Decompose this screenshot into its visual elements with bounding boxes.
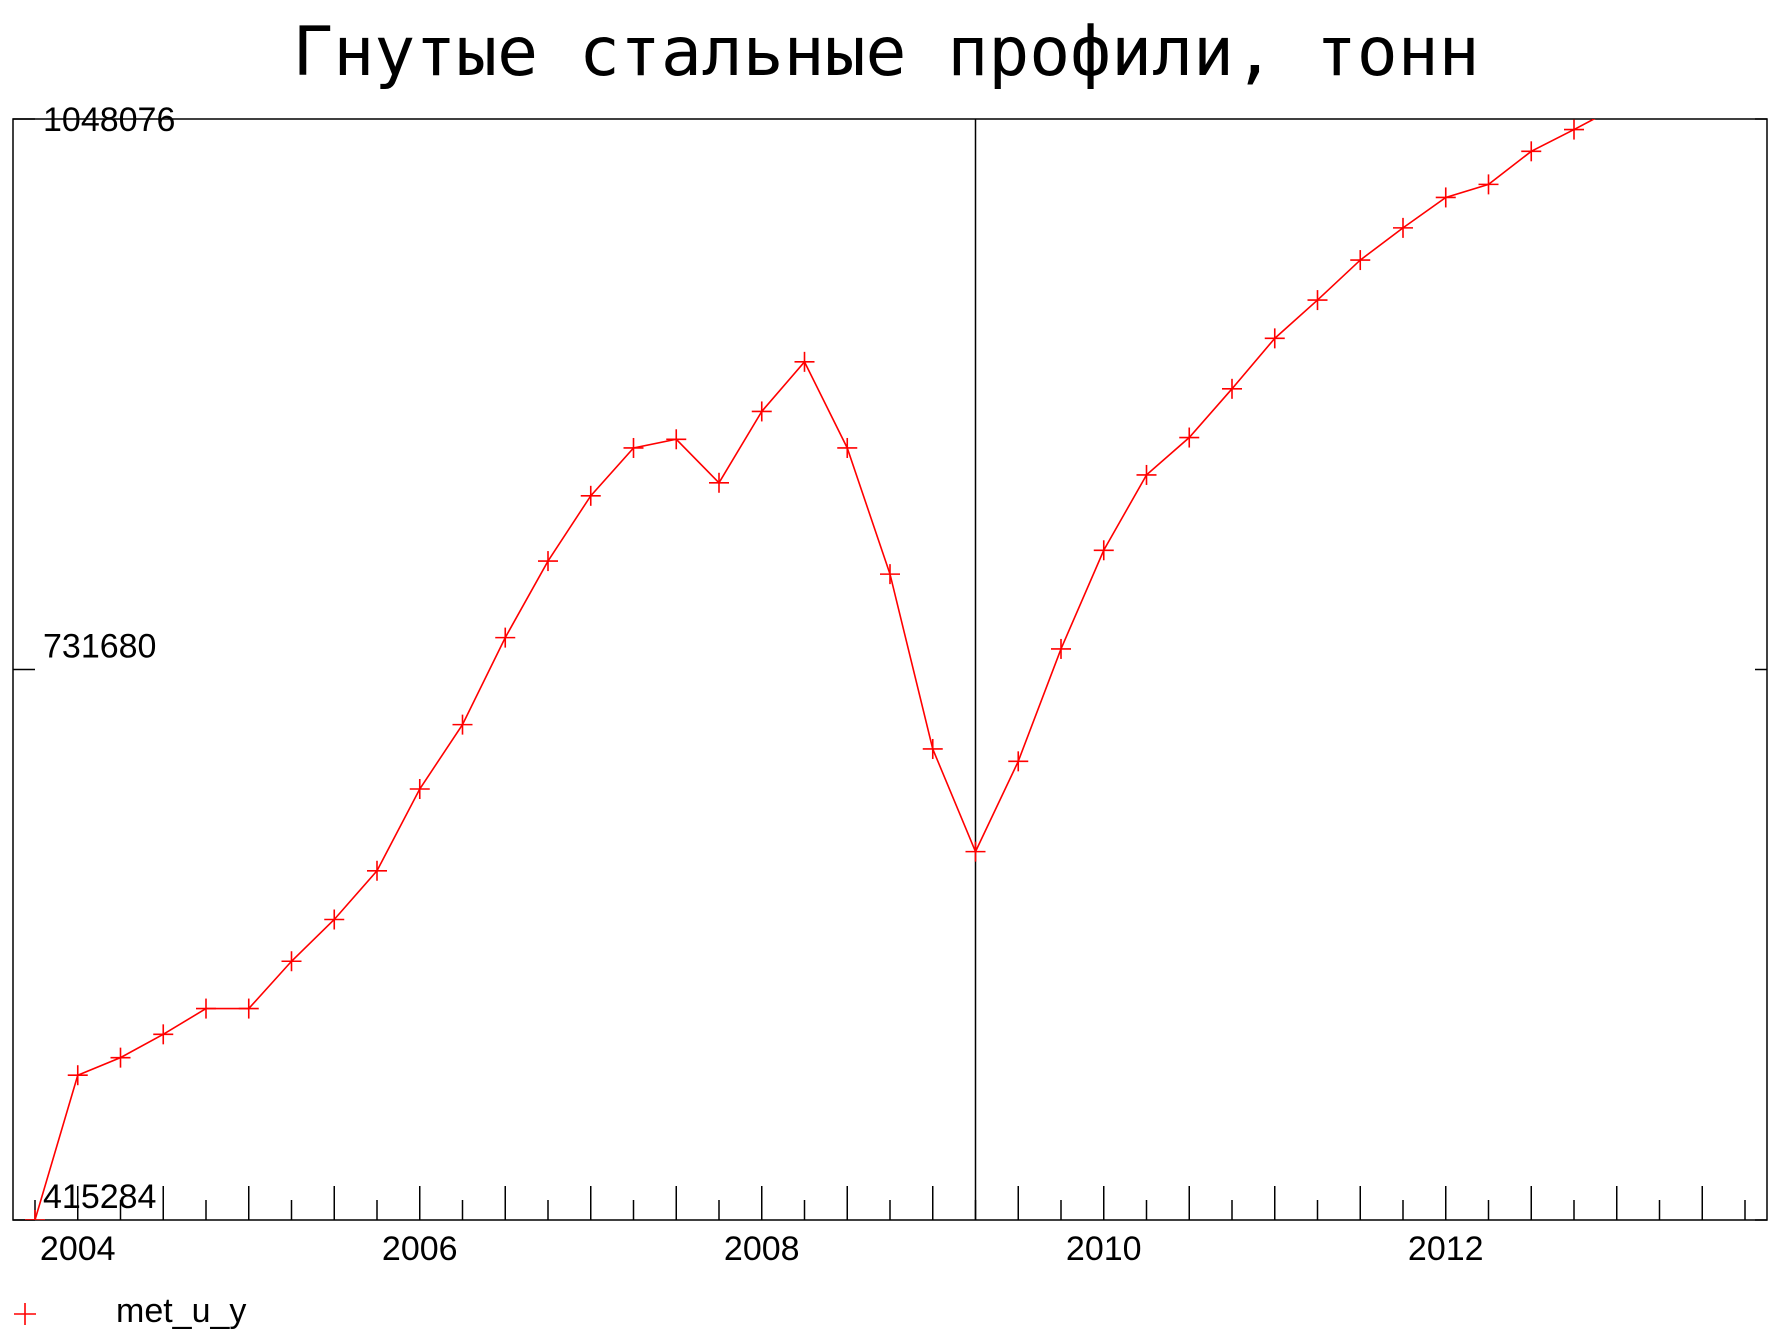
data-point-marker [1650, 69, 1670, 89]
x-tick-label: 2004 [40, 1230, 116, 1268]
series-line [34, 119, 1596, 1220]
data-point-marker [409, 778, 430, 799]
y-axis-ticks: 1048076 731680 415284 [13, 101, 1767, 1221]
x-tick-label: 2006 [382, 1230, 458, 1268]
legend-marker-plus-icon [14, 1303, 36, 1325]
data-point-marker [1564, 119, 1584, 140]
data-point-marker [580, 485, 601, 506]
data-point-marker [281, 951, 302, 972]
data-point-marker [1521, 141, 1542, 162]
data-point-marker [623, 437, 644, 458]
data-point-marker [709, 472, 729, 493]
x-tick-label: 2008 [724, 1230, 800, 1268]
data-point-marker [1179, 427, 1200, 448]
data-point-marker [1051, 638, 1071, 659]
data-point-marker [751, 401, 772, 422]
series-met_u_y [25, 43, 1712, 1220]
data-point-marker [837, 437, 858, 458]
y-tick-label: 731680 [43, 628, 156, 666]
data-point-marker [1307, 290, 1328, 311]
data-point-marker [452, 714, 473, 735]
data-point-marker [965, 841, 986, 862]
data-point-marker [495, 627, 516, 648]
y-tick-label: 415284 [43, 1178, 156, 1216]
data-point-marker [1008, 751, 1029, 772]
data-point-marker [367, 860, 387, 881]
data-point-marker [1393, 217, 1413, 238]
data-point-marker [1350, 250, 1371, 271]
data-point-marker [1692, 43, 1712, 63]
series-layer [25, 43, 1712, 1220]
data-point-marker [1435, 187, 1456, 208]
data-point-marker [238, 998, 259, 1019]
y-tick-label: 1048076 [43, 101, 175, 139]
data-point-marker [67, 1065, 88, 1086]
data-point-marker [1136, 464, 1157, 485]
data-point-marker [1222, 378, 1242, 399]
x-tick-label: 2012 [1408, 1230, 1484, 1268]
x-tick-label: 2010 [1066, 1230, 1142, 1268]
data-point-marker [538, 551, 558, 572]
data-point-marker [1607, 97, 1627, 117]
data-point-marker [794, 351, 815, 372]
data-point-marker [922, 738, 943, 759]
data-point-marker [666, 429, 687, 450]
chart-title: Гнутые стальные профили, тонн [292, 13, 1479, 92]
x-axis-ticks: 2004 2006 2008 2010 2012 [34, 1186, 1746, 1268]
legend-series-label: met_u_y [116, 1292, 246, 1329]
legend: met_u_y [14, 1292, 246, 1329]
data-point-marker [25, 1210, 45, 1220]
data-point-marker [1264, 328, 1285, 349]
data-point-marker [1478, 174, 1499, 195]
data-point-marker [1093, 540, 1114, 561]
data-point-marker [196, 998, 216, 1019]
data-point-marker [110, 1047, 131, 1068]
data-point-marker [324, 909, 345, 930]
data-point-marker [153, 1024, 174, 1045]
data-point-marker [880, 564, 900, 585]
plot-frame [12, 118, 1768, 1221]
